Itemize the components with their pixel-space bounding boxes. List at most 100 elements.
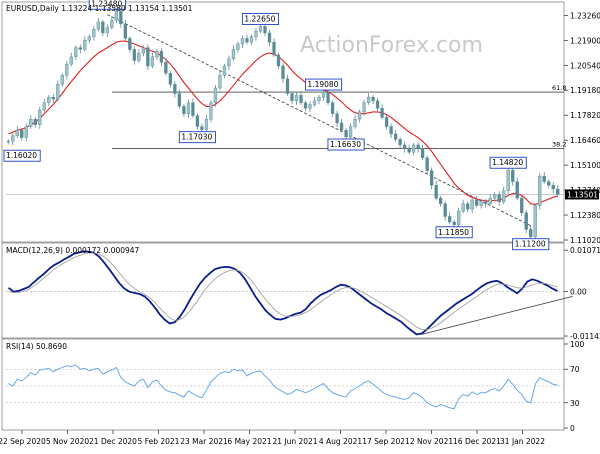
fib-level-label: 38.2 [552, 141, 566, 149]
candle-body [502, 190, 506, 203]
rsi-panel-title: RSI(14) 50.8690 [6, 342, 67, 351]
candle-body [303, 102, 308, 109]
candle-body [132, 49, 137, 61]
candle-body [254, 30, 258, 37]
price-annotation-box [435, 226, 473, 239]
price-annotation-box [327, 138, 365, 151]
candle-body [123, 23, 127, 39]
candle-body [457, 210, 461, 225]
candle-body [60, 74, 64, 85]
candle-body [285, 78, 290, 94]
price-y-tick-label: 1.21900 [570, 36, 600, 45]
price-panel-frame [1, 1, 565, 243]
x-tick-label: 5 Feb 2021 [138, 437, 180, 446]
x-tick-label: 17 Sep 2021 [362, 437, 410, 446]
price-y-tick-label: 1.12380 [570, 211, 600, 220]
price-y-axis: 1.23260 1.21900 1.20540 1.19180 1.17820 1.164… [564, 11, 600, 245]
x-tick-label: 2 Nov 2021 [410, 437, 453, 446]
macd-layer: 0.010715 0.00 -0.011424 [6, 246, 600, 341]
x-tick-label: 6 May 2021 [227, 437, 271, 446]
candle-body [245, 38, 249, 43]
candle-body [168, 73, 173, 85]
candle-body [249, 36, 254, 43]
price-annotation-box [241, 13, 280, 25]
candle-body [411, 144, 416, 153]
candle-body [547, 181, 551, 186]
candle-body [78, 47, 82, 50]
price-y-tick-label: 1.15100 [570, 161, 600, 170]
price-panel-title: EURUSD,Daily 1.13224 1.13580 1.13154 1.1… [6, 4, 193, 13]
candle-body [317, 96, 321, 102]
candle-body [15, 130, 19, 136]
price-annotation-label: 1.11200 [515, 240, 546, 249]
candle-body [484, 201, 488, 204]
moving-average-line [8, 40, 558, 206]
price-annotations: 1.23480 1.16020 1.17030 1.22650 1.19080 1.166… [3, 0, 550, 251]
candle-body [92, 29, 96, 37]
candle-body [511, 170, 515, 182]
candle-body [47, 96, 51, 103]
price-y-tick-label: 1.17820 [570, 111, 600, 120]
candle-body [42, 102, 46, 111]
price-annotation-box [512, 238, 550, 251]
candle-body [335, 113, 339, 124]
candle-body [173, 84, 177, 94]
candle-body [493, 194, 497, 199]
price-annotation-label: 1.22650 [244, 15, 275, 24]
candle-body [375, 100, 380, 109]
candle-body [434, 185, 438, 199]
candle-body [321, 91, 326, 98]
macd-y-tick-label: -0.011424 [570, 332, 600, 341]
candle-body [11, 135, 15, 142]
candle-body [159, 51, 164, 63]
candle-body [236, 43, 240, 50]
price-candles [6, 8, 560, 240]
candle-body [344, 130, 348, 138]
candle-body [479, 201, 483, 206]
candle-body [308, 104, 312, 109]
rsi-y-tick-label: 70 [570, 365, 580, 374]
candle-body [87, 36, 91, 41]
candle-body [38, 109, 42, 125]
candle-body [348, 126, 353, 138]
candle-body [218, 74, 222, 89]
x-tick-label: 16 Dec 2021 [453, 437, 501, 446]
candle-body [529, 229, 533, 237]
price-y-tick-label: 1.16460 [570, 136, 600, 145]
candle-body [33, 119, 37, 125]
candle-body [96, 21, 100, 30]
candle-body [290, 93, 294, 102]
candle-body [461, 203, 465, 212]
candle-body [213, 87, 218, 103]
rsi-panel-frame [1, 338, 565, 431]
macd-trendline [421, 295, 573, 335]
price-trendline [107, 14, 531, 227]
x-tick-label: 21 Dec 2020 [89, 437, 137, 446]
candle-body [520, 197, 524, 214]
rsi-layer: 100 70 30 0 [6, 340, 585, 433]
candle-body [416, 144, 420, 149]
candle-body [299, 95, 303, 103]
candle-body [506, 170, 510, 192]
price-y-tick-label: 1.23260 [570, 11, 600, 20]
candle-body [51, 96, 55, 100]
last-price-box [565, 189, 599, 200]
candle-body [105, 27, 109, 34]
price-annotation-label: 1.19080 [307, 80, 338, 89]
macd-line [7, 250, 558, 336]
candle-body [227, 58, 231, 67]
price-annotation-label: 1.14820 [492, 158, 523, 167]
candle-body [475, 199, 479, 206]
price-annotation-box [3, 149, 41, 162]
candle-body [330, 102, 335, 114]
candle-body [420, 148, 425, 158]
candle-body [542, 175, 546, 182]
candle-body [407, 148, 411, 153]
fib-level-label: 61.8 [552, 84, 566, 92]
candle-body [272, 41, 276, 56]
price-y-tick-label: 1.11020 [570, 236, 600, 245]
x-axis: 22 Sep 2020 5 Nov 2020 21 Dec 2020 5 Feb 20… [0, 430, 545, 446]
candle-body [533, 205, 537, 237]
candle-body [276, 54, 281, 67]
x-tick-label: 22 Sep 2020 [0, 437, 46, 446]
